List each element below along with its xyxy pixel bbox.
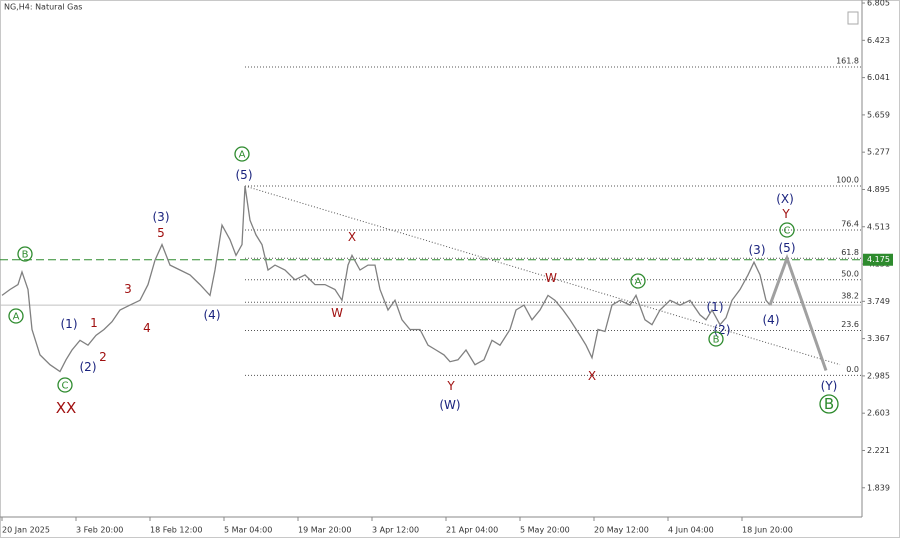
wave-label: B [22,250,29,261]
wave-circle [779,222,795,238]
wave-circle [8,308,24,324]
wave-label: 2 [99,350,107,364]
wave-label: (X) [776,192,794,206]
x-tick-label: 18 Jun 20:00 [742,526,793,535]
wave-label: C [62,381,69,392]
projection [768,253,828,371]
fib-label: 100.0 [836,176,859,185]
wave-label: X [588,369,596,383]
y-tick-label: 4.895 [867,185,890,194]
wave-label: (3) [153,210,170,224]
wave-label: (Y) [821,379,838,393]
wave-label: (2) [714,323,731,337]
y-tick-label: 2.985 [867,371,890,380]
y-tick-label: 2.603 [867,409,890,418]
wave-label: (3) [749,243,766,257]
x-tick-label: 4 Jun 04:00 [668,526,714,535]
y-tick-label: 6.041 [867,73,890,82]
wave-label: B [713,335,720,346]
wave-label: (1) [707,300,724,314]
y-tick-label: 5.277 [867,148,890,157]
x-tick-label: 3 Apr 12:00 [372,526,419,535]
wave-label: (2) [80,360,97,374]
x-tick-label: 3 Feb 20:00 [76,526,123,535]
wave-label: X [348,230,356,244]
wave-circle [819,394,839,414]
wave-label: C [784,226,791,237]
fib-label: 38.2 [841,292,859,301]
y-tick-label: 6.423 [867,36,890,45]
wave-label: (4) [204,308,221,322]
wave-label: 1 [90,316,98,330]
x-tick-label: 5 Mar 04:00 [224,526,272,535]
wave-label: XX [56,399,77,417]
wave-circle [234,146,250,162]
fib-label: 61.8 [841,248,859,257]
y-tick-label: 1.839 [867,483,890,492]
chart-title: NG,H4: Natural Gas [4,3,82,12]
wave-circle [17,246,33,262]
wave-label: A [13,312,20,323]
y-tick-label: 5.659 [867,110,890,119]
x-tick-label: 20 Jan 2025 [2,526,50,535]
wave-label: W [331,306,343,320]
y-tick-label: 4.513 [867,222,890,231]
fib-label: 50.0 [841,269,859,278]
x-tick-label: 18 Feb 12:00 [150,526,202,535]
x-tick-label: 21 Apr 04:00 [446,526,498,535]
wave-label: A [635,277,642,288]
fib-label: 76.4 [841,219,859,228]
wave-label: (5) [779,241,796,255]
wave-label: (1) [61,317,78,331]
y-tick-label: 2.221 [867,446,890,455]
wave-circle [630,273,646,289]
y-tick-label: 3.367 [867,334,890,343]
y-tick-label: 6.805 [867,0,890,8]
wave-label: (W) [439,398,460,412]
fib-label: 0.0 [846,365,859,374]
current-price-box [863,253,893,266]
wave-label: (4) [763,313,780,327]
wave-label: 4 [143,321,151,335]
y-tick-label: 3.749 [867,297,890,306]
wave-label: 3 [124,282,132,296]
price-line [1,185,771,373]
wave-label: (5) [236,168,253,182]
wave-label: W [545,271,557,285]
wave-circle [708,331,724,347]
current-price-label: 4.175 [867,255,890,264]
wave-label: B [824,395,834,413]
fib-label: 161.8 [836,56,859,65]
wave-label: A [239,150,246,161]
fib-label: 23.6 [841,320,859,329]
wave-label: Y [446,379,455,393]
x-tick-label: 19 Mar 20:00 [298,526,351,535]
trade-icon[interactable] [847,11,859,25]
wave-circle [57,377,73,393]
x-tick-label: 5 May 20:00 [520,526,570,535]
x-tick-label: 20 May 12:00 [594,526,649,535]
wave-label: 5 [157,226,165,240]
wave-label: Y [781,207,790,221]
